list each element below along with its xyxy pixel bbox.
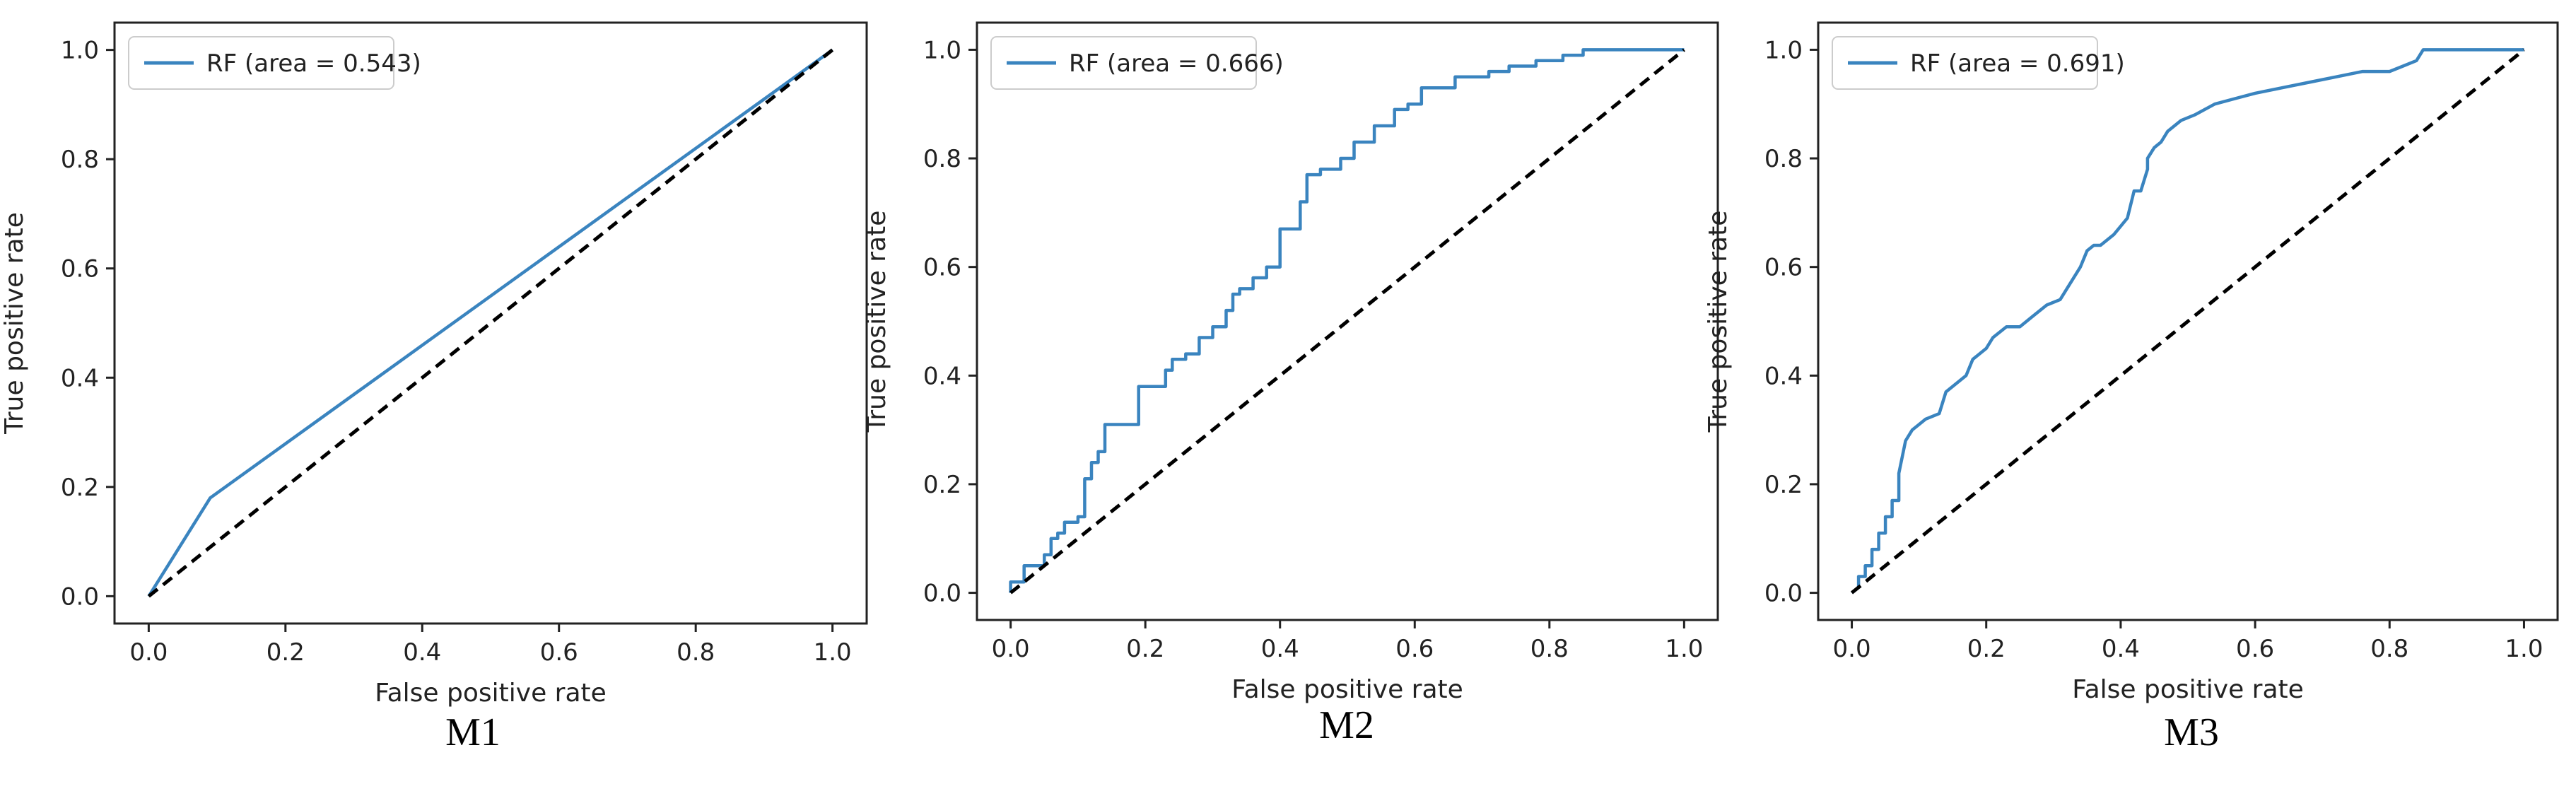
chart-3-x-tick-label: 1.0 [2505,635,2543,663]
chart-3-x-tick-label: 0.2 [1967,635,2006,663]
chart-3-x-tick-label: 0.6 [2236,635,2274,663]
chart-2-y-tick-label: 0.8 [923,145,961,173]
chart-3-x-tick-label: 0.0 [1833,635,1871,663]
chart-3-x-tick-label: 0.4 [2102,635,2140,663]
chart-1-axes-frame [113,21,868,625]
chart-3-x-tick-label: 0.8 [2370,635,2408,663]
chart-1-legend-box [128,36,394,90]
chart-2-x-tick-label: 0.6 [1395,635,1434,663]
chart-3-legend-label: RF (area = 0.691) [1910,49,2125,78]
panel-caption-m3: M3 [2164,710,2219,754]
chart-3-y-tick-label: 1.0 [1764,36,1803,64]
chart-1-x-axis-label: False positive rate [375,679,607,708]
panel-caption-m1: M1 [445,710,500,754]
chart-2-axes-frame [976,21,1719,621]
chart-2-x-tick-label: 0.2 [1126,635,1164,663]
chart-1-x-tick-label: 0.8 [677,638,715,667]
chart-2-y-tick-label: 0.0 [923,580,961,608]
chart-2-x-tick-label: 0.0 [992,635,1030,663]
chart-3-y-tick-label: 0.6 [1764,254,1803,282]
chart-1-y-tick-label: 0.8 [61,146,99,174]
chart-2-diagonal-reference-line [1009,48,1685,595]
chart-2-legend-box [990,36,1257,90]
chart-2-x-tick-label: 0.4 [1261,635,1299,663]
chart-2-x-axis-label: False positive rate [1231,675,1463,704]
chart-2-roc-curve-line [1009,48,1685,593]
chart-3-y-tick-label: 0.8 [1764,145,1803,173]
chart-1-roc-curve-line [147,48,833,597]
chart-1-x-tick-label: 1.0 [814,638,852,667]
chart-2-x-tick-label: 0.8 [1530,635,1569,663]
chart-1-x-tick-label: 0.4 [403,638,441,667]
chart-3-y-axis-label: True positive rate [1704,211,1733,433]
chart-1-x-tick-label: 0.0 [129,638,168,667]
chart-1-y-tick-label: 1.0 [61,37,99,65]
chart-1-x-tick-label: 0.2 [267,638,305,667]
chart-2-y-tick-label: 0.6 [923,254,961,282]
chart-1-y-axis-label: True positive rate [0,212,29,435]
chart-1-y-tick-label: 0.0 [61,583,99,611]
chart-1-y-tick-label: 0.4 [61,364,99,392]
chart-3-y-tick-label: 0.0 [1764,580,1803,608]
chart-2-legend-label: RF (area = 0.666) [1069,49,1284,78]
chart-2-y-tick-label: 0.4 [923,362,961,390]
chart-1-y-tick-label: 0.2 [61,474,99,502]
panel-caption-m2: M2 [1319,703,1374,747]
chart-2-y-tick-label: 0.2 [923,471,961,499]
chart-3-roc-curve-line [1851,48,2524,595]
chart-1-x-tick-label: 0.6 [540,638,578,667]
chart-1-diagonal-reference-line [147,48,834,598]
chart-3-diagonal-reference-line [1850,48,2526,595]
chart-3-x-axis-label: False positive rate [2072,675,2304,704]
chart-3-legend-box [1832,36,2098,90]
chart-1-y-tick-label: 0.6 [61,255,99,283]
chart-2-y-tick-label: 1.0 [923,36,961,64]
chart-1-legend-label: RF (area = 0.543) [206,49,421,78]
chart-2-y-axis-label: True positive rate [862,211,891,433]
chart-3-y-tick-label: 0.4 [1764,362,1803,390]
chart-3-axes-frame [1817,21,2559,621]
chart-3-y-tick-label: 0.2 [1764,471,1803,499]
chart-2-x-tick-label: 1.0 [1665,635,1703,663]
